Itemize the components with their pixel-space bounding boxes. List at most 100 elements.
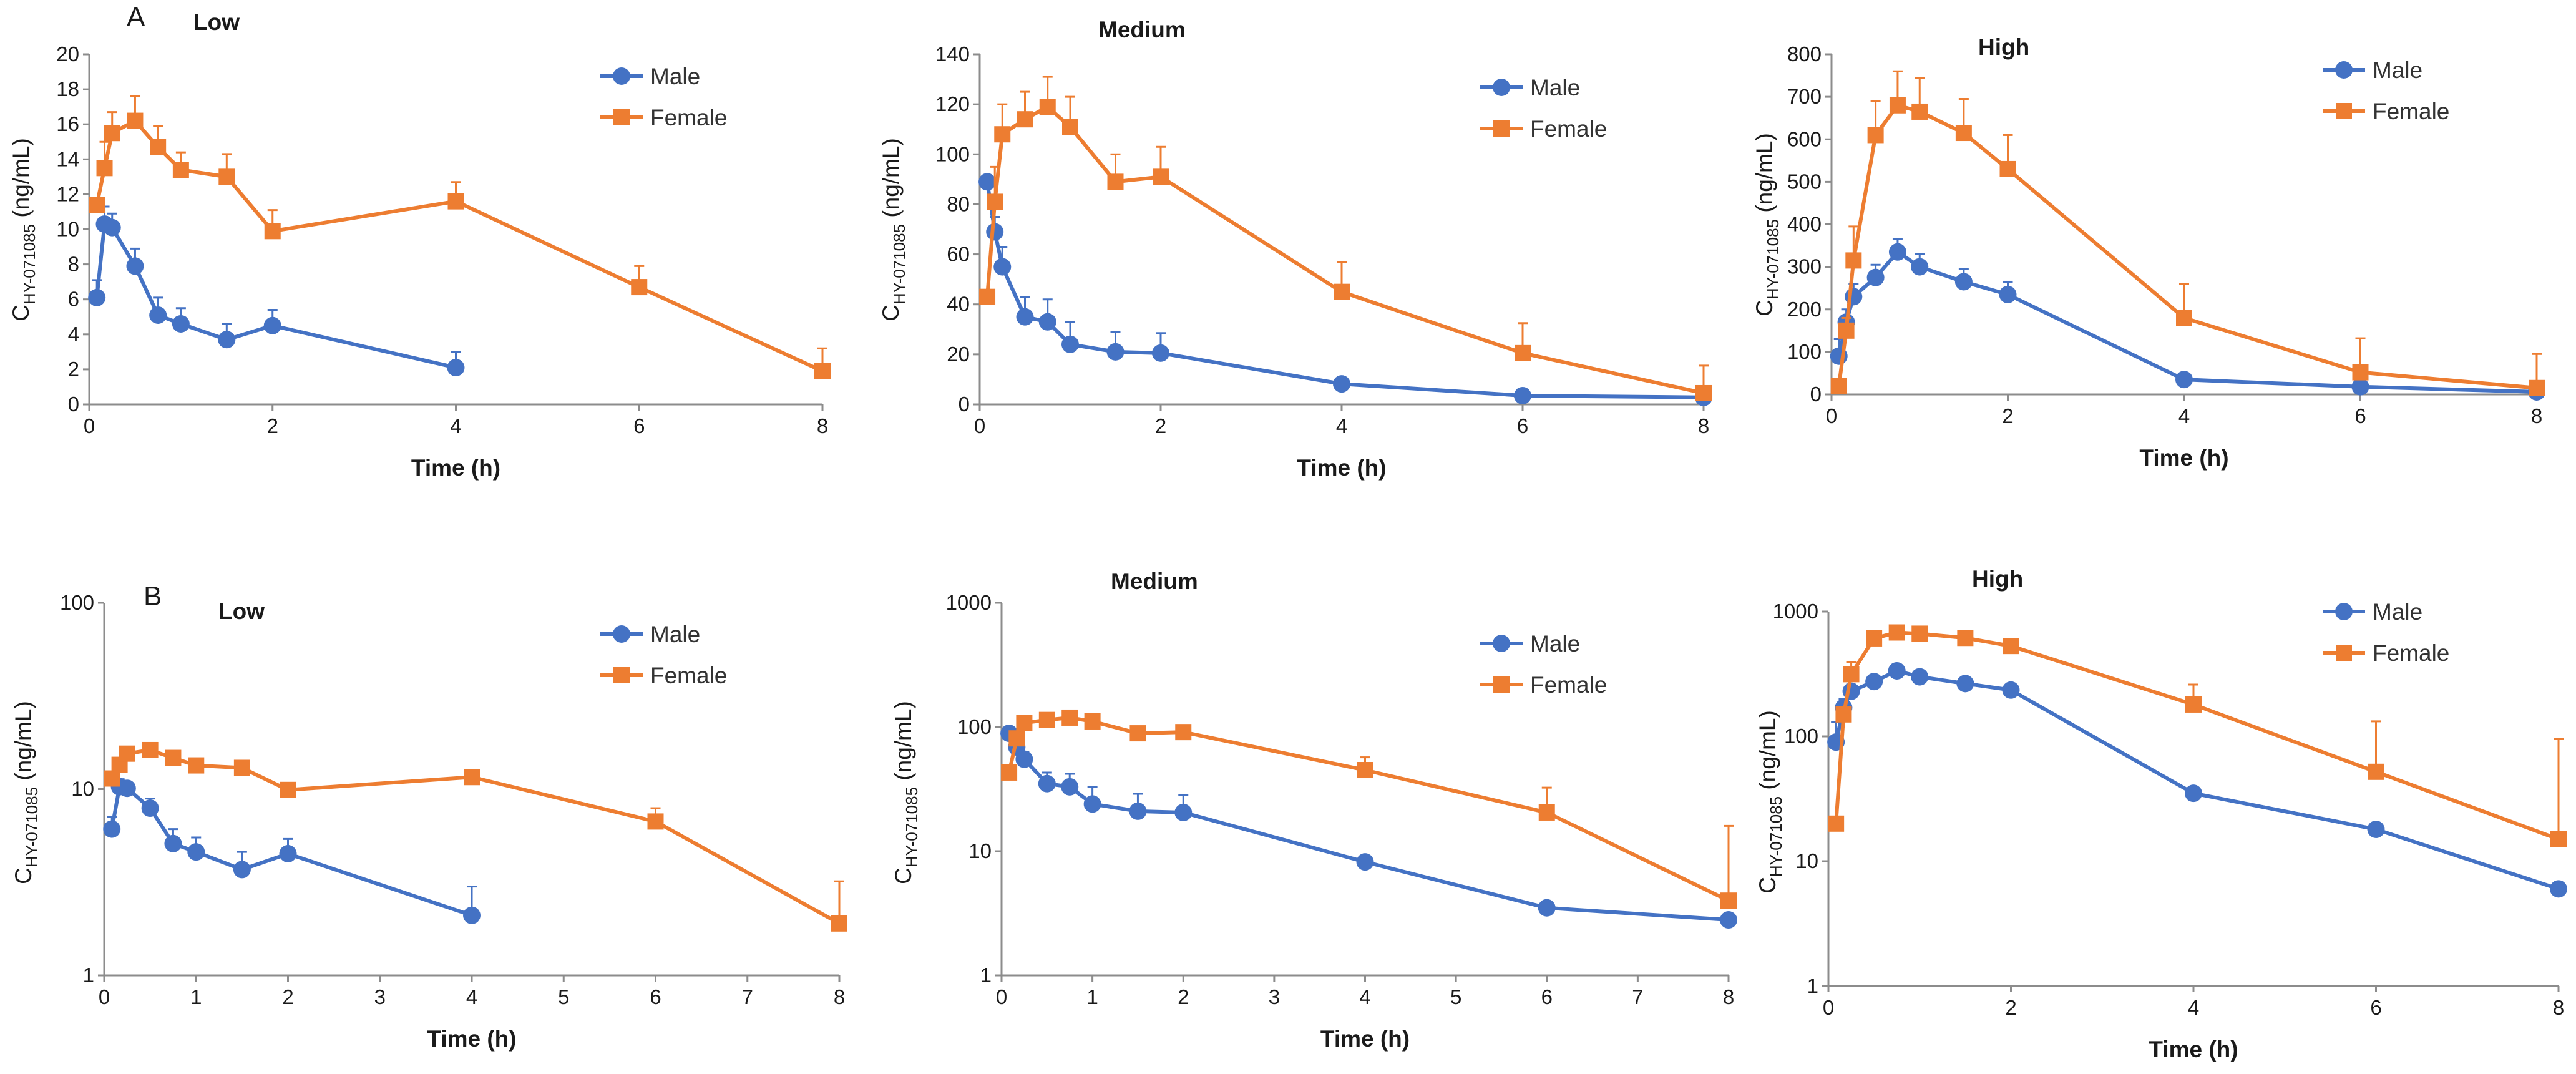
- x-tick-label: 2: [267, 414, 278, 437]
- data-point: [164, 834, 182, 852]
- legend-swatch-marker: [613, 625, 630, 643]
- x-tick-label: 0: [996, 985, 1007, 1008]
- x-tick-label: 0: [974, 414, 985, 437]
- x-tick-label: 8: [2531, 404, 2542, 427]
- y-tick-label: 800: [1787, 42, 1822, 66]
- series-male: [103, 778, 481, 924]
- x-tick-label: 0: [1823, 996, 1834, 1019]
- legend-label: Female: [650, 663, 727, 688]
- data-point: [1838, 322, 1855, 339]
- chart-panel-3: 0 2 4 6 8 0 100 200 300 400 500 600 700 800 Time (h) CH…: [1752, 34, 2545, 471]
- data-point: [979, 288, 996, 305]
- data-point: [1001, 764, 1018, 781]
- data-point: [2002, 681, 2020, 699]
- y-tick-label: 600: [1787, 127, 1822, 150]
- y-tick-label: 100: [935, 142, 970, 165]
- series-line: [1834, 630, 2560, 841]
- legend-label: Male: [650, 64, 700, 89]
- panel-title: Medium: [1098, 17, 1186, 42]
- x-tick-label: 5: [558, 985, 569, 1008]
- x-axis-title: Time (h): [1297, 455, 1386, 481]
- x-tick-label: 4: [1336, 414, 1347, 437]
- x-tick-label: 2: [282, 985, 293, 1008]
- series-line: [1837, 103, 2537, 390]
- x-tick-label: 8: [2553, 996, 2564, 1019]
- x-tick-label: 5: [1450, 985, 1461, 1008]
- data-point: [994, 126, 1011, 143]
- data-point: [96, 160, 113, 177]
- data-point: [279, 845, 297, 863]
- y-tick-label: 100: [1784, 725, 1818, 748]
- x-tick-label: 0: [84, 414, 95, 437]
- data-point: [142, 741, 159, 758]
- data-point: [2550, 831, 2567, 847]
- data-point: [1888, 243, 1906, 261]
- data-point: [1129, 802, 1147, 820]
- y-axis-title: CHY-071085 (ng/mL): [11, 701, 41, 884]
- legend-label: Male: [1530, 75, 1580, 100]
- data-point: [1954, 273, 1973, 291]
- data-point: [89, 197, 105, 213]
- data-point: [1016, 715, 1033, 731]
- series-female: [104, 741, 847, 932]
- y-tick-label: 1: [1807, 974, 1818, 997]
- data-point: [187, 843, 205, 861]
- data-point: [1957, 630, 1974, 647]
- data-point: [1999, 285, 2017, 303]
- x-tick-label: 8: [834, 985, 845, 1008]
- y-tick-label: 300: [1787, 255, 1822, 278]
- data-point: [104, 125, 120, 142]
- data-point: [280, 781, 296, 798]
- y-tick-label: 20: [56, 42, 79, 66]
- y-tick-label: 80: [947, 192, 970, 215]
- y-tick-label: 40: [947, 293, 970, 316]
- data-point: [165, 749, 182, 766]
- data-point: [1107, 173, 1124, 190]
- y-tick-label: 10: [1795, 849, 1818, 872]
- x-tick-label: 8: [1698, 414, 1709, 437]
- data-point: [1843, 666, 1860, 683]
- data-point: [1865, 673, 1883, 691]
- y-tick-label: 1: [980, 964, 992, 987]
- data-point: [233, 861, 251, 879]
- x-axis-title: Time (h): [427, 1026, 516, 1052]
- data-point: [1828, 815, 1845, 832]
- y-axis-title: CHY-071085 (ng/mL): [8, 138, 39, 321]
- x-tick-label: 6: [633, 414, 645, 437]
- data-point: [1038, 774, 1056, 793]
- x-tick-label: 4: [466, 985, 477, 1008]
- y-axis-title: CHY-071085 (ng/mL): [878, 138, 909, 321]
- x-tick-label: 2: [1155, 414, 1166, 437]
- data-point: [2003, 638, 2019, 655]
- data-point: [2367, 820, 2385, 838]
- data-point: [1720, 892, 1737, 909]
- x-axis-title: Time (h): [1320, 1026, 1410, 1052]
- data-point: [647, 813, 664, 830]
- data-point: [1911, 258, 1929, 276]
- data-point: [1911, 625, 1928, 642]
- data-point: [1061, 778, 1079, 796]
- x-tick-label: 2: [2002, 404, 2013, 427]
- x-tick-label: 8: [1723, 985, 1734, 1008]
- x-tick-label: 4: [2188, 996, 2199, 1019]
- x-tick-label: 4: [2178, 404, 2190, 427]
- legend-swatch-marker: [613, 67, 630, 85]
- y-tick-label: 0: [68, 393, 79, 416]
- y-tick-label: 100: [957, 715, 992, 738]
- y-axis-title: CHY-071085 (ng/mL): [890, 701, 921, 884]
- y-tick-label: 60: [947, 243, 970, 266]
- x-tick-label: 6: [2370, 996, 2381, 1019]
- data-point: [1835, 706, 1852, 723]
- data-point: [103, 218, 121, 237]
- data-point: [1061, 335, 1079, 353]
- y-tick-label: 8: [68, 253, 79, 276]
- data-point: [1955, 125, 1972, 142]
- data-point: [1334, 283, 1350, 300]
- data-point: [831, 915, 847, 932]
- data-point: [263, 316, 281, 334]
- data-point: [118, 779, 136, 798]
- data-point: [1845, 252, 1862, 269]
- data-point: [264, 223, 281, 240]
- data-point: [1911, 668, 1929, 686]
